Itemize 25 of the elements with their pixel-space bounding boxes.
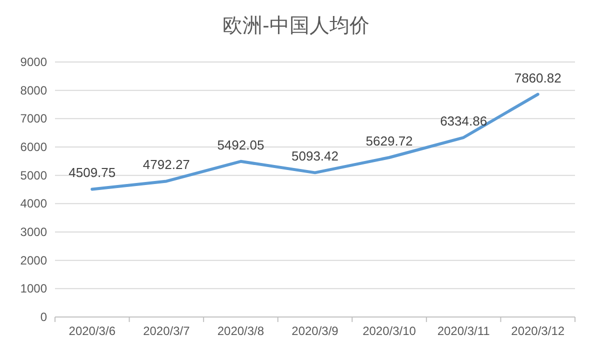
x-tick-label: 2020/3/9	[292, 324, 339, 338]
y-tick-label: 9000	[20, 55, 48, 69]
data-label: 5093.42	[292, 148, 338, 164]
y-tick-label: 0	[40, 310, 48, 324]
y-tick-label: 2000	[20, 253, 48, 268]
y-tick-label: 1000	[20, 282, 48, 296]
data-label: 5492.05	[217, 137, 264, 152]
chart-title: 欧洲-中国人均价	[222, 15, 370, 37]
data-label: 6334.86	[440, 114, 488, 129]
data-label: 5629.72	[366, 133, 413, 148]
y-tick-label: 7000	[20, 112, 48, 126]
y-tick-label: 4000	[20, 196, 48, 211]
y-tick-label: 3000	[20, 225, 48, 239]
data-label: 7860.82	[514, 70, 562, 86]
x-tick-label: 2020/3/8	[217, 324, 264, 338]
x-tick-label: 2020/3/7	[143, 324, 190, 338]
y-tick-label: 5000	[20, 168, 48, 182]
x-tick-label: 2020/3/11	[437, 324, 490, 338]
data-label: 4509.75	[68, 165, 116, 180]
y-tick-label: 8000	[20, 83, 48, 98]
x-tick-label: 2020/3/12	[511, 324, 565, 338]
y-tick-label: 6000	[20, 140, 48, 154]
x-tick-label: 2020/3/10	[362, 324, 416, 338]
x-tick-label: 2020/3/6	[68, 324, 116, 338]
data-label: 4792.27	[142, 157, 190, 172]
